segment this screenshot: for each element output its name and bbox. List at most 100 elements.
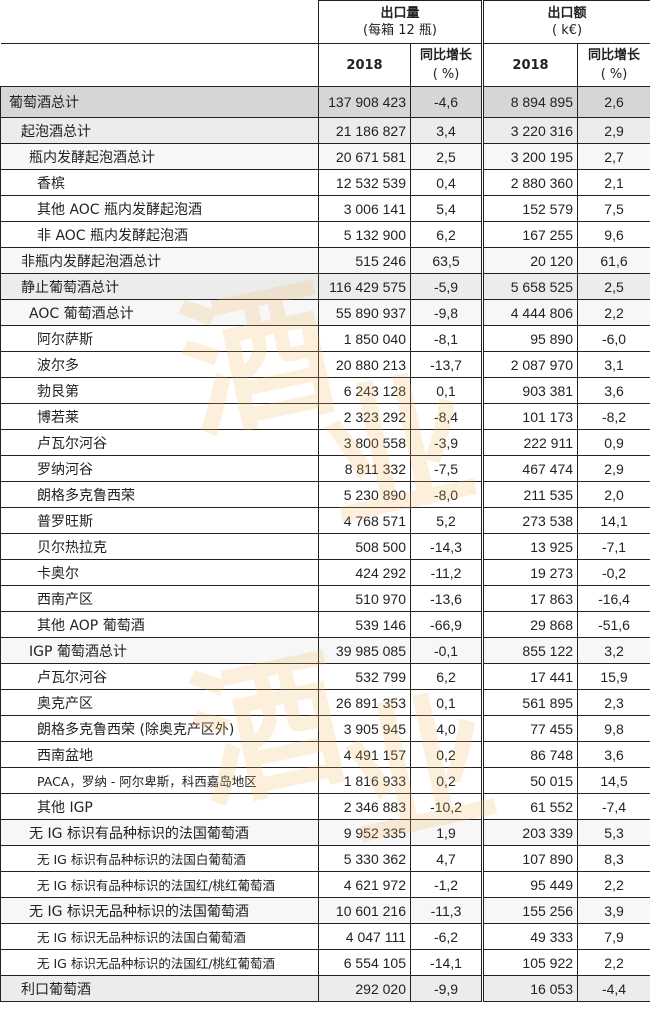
row-label: 卢瓦尔河谷 — [0, 663, 319, 690]
value-2018: 105 922 — [481, 949, 579, 976]
volume-growth: 3,4 — [410, 117, 484, 144]
value-growth: 15,9 — [577, 663, 650, 690]
row-label: 无 IG 标识无品种标识的法国白葡萄酒 — [0, 923, 319, 950]
value-2018: 101 173 — [481, 403, 579, 430]
value-2018: 17 441 — [481, 663, 579, 690]
volume-2018: 424 292 — [318, 559, 411, 586]
volume-2018: 8 811 332 — [318, 455, 411, 482]
volume-growth: 4,7 — [410, 845, 484, 872]
row-label: 勃艮第 — [0, 377, 319, 404]
value-growth: 7,9 — [577, 923, 650, 950]
volume-2018: 4 491 157 — [318, 741, 411, 768]
volume-2018: 10 601 216 — [318, 897, 411, 924]
empty-corner-2 — [0, 43, 319, 87]
row-label: 非 AOC 瓶内发酵起泡酒 — [0, 221, 319, 248]
table-row: 起泡酒总计 21 186 827 3,4 3 220 316 2,9 — [0, 117, 650, 144]
row-label: 无 IG 标识有品种标识的法国葡萄酒 — [0, 819, 319, 846]
volume-growth: 5,4 — [410, 195, 484, 222]
row-label: 无 IG 标识无品种标识的法国葡萄酒 — [0, 897, 319, 924]
value-growth: -7,4 — [577, 793, 650, 820]
table-row: 葡萄酒总计 137 908 423 -4,6 8 894 895 2,6 — [0, 86, 650, 118]
table-row: 卢瓦尔河谷 3 800 558 -3,9 222 911 0,9 — [0, 429, 650, 456]
value-2018: 20 120 — [481, 247, 579, 274]
table-row: 阿尔萨斯 1 850 040 -8,1 95 890 -6,0 — [0, 325, 650, 352]
value-growth: 3,2 — [577, 637, 650, 664]
volume-growth-header: 同比增长( %) — [409, 43, 484, 87]
value-2018: 222 911 — [481, 429, 579, 456]
value-growth: 2,9 — [577, 455, 650, 482]
value-2018: 903 381 — [481, 377, 579, 404]
volume-growth: -66,9 — [410, 611, 484, 638]
value-growth: 14,5 — [577, 767, 650, 794]
value-2018: 155 256 — [481, 897, 579, 924]
row-label: 朗格多克鲁西荣 (除奥克产区外) — [0, 715, 319, 742]
row-label: 利口葡萄酒 — [0, 975, 319, 1002]
volume-2018: 137 908 423 — [318, 86, 411, 118]
row-label: 奥克产区 — [0, 689, 319, 716]
value-growth: 2,3 — [577, 689, 650, 716]
volume-growth: 4,0 — [410, 715, 484, 742]
volume-growth: -11,2 — [410, 559, 484, 586]
volume-2018: 6 554 105 — [318, 949, 411, 976]
volume-growth: 2,5 — [410, 143, 484, 170]
table-row: 香槟 12 532 539 0,4 2 880 360 2,1 — [0, 169, 650, 196]
table-row: 无 IG 标识有品种标识的法国葡萄酒 9 952 335 1,9 203 339 5,3 — [0, 819, 650, 846]
value-2018: 203 339 — [481, 819, 579, 846]
volume-growth: 0,1 — [410, 689, 484, 716]
volume-year-header: 2018 — [318, 43, 411, 87]
volume-2018: 4 621 972 — [318, 871, 411, 898]
table-row: 其他 IGP 2 346 883 -10,2 61 552 -7,4 — [0, 793, 650, 820]
volume-2018: 508 500 — [318, 533, 411, 560]
value-growth: 2,2 — [577, 949, 650, 976]
table-row: 西南产区 510 970 -13,6 17 863 -16,4 — [0, 585, 650, 612]
value-2018: 107 890 — [481, 845, 579, 872]
table-row: 奥克产区 26 891 353 0,1 561 895 2,3 — [0, 689, 650, 716]
value-growth: 2,7 — [577, 143, 650, 170]
row-label: AOC 葡萄酒总计 — [0, 299, 319, 326]
table-row: 非 AOC 瓶内发酵起泡酒 5 132 900 6,2 167 255 9,6 — [0, 221, 650, 248]
table-row: 无 IG 标识无品种标识的法国白葡萄酒 4 047 111 -6,2 49 333 7,… — [0, 923, 650, 950]
value-growth: 3,6 — [577, 741, 650, 768]
row-label: 香槟 — [0, 169, 319, 196]
row-label: 瓶内发酵起泡酒总计 — [0, 143, 319, 170]
value-2018: 29 868 — [481, 611, 579, 638]
row-label: 静止葡萄酒总计 — [0, 273, 319, 300]
value-year-header: 2018 — [481, 43, 579, 87]
volume-growth: -3,9 — [410, 429, 484, 456]
volume-header: 出口量 (每箱 12 瓶) — [317, 0, 484, 44]
volume-2018: 5 230 890 — [318, 481, 411, 508]
volume-2018: 1 816 933 — [318, 767, 411, 794]
value-2018: 561 895 — [481, 689, 579, 716]
value-growth: 2,1 — [577, 169, 650, 196]
row-label: 非瓶内发酵起泡酒总计 — [0, 247, 319, 274]
value-2018: 13 925 — [481, 533, 579, 560]
value-2018: 467 474 — [481, 455, 579, 482]
volume-2018: 532 799 — [318, 663, 411, 690]
volume-2018: 20 880 213 — [318, 351, 411, 378]
value-growth: -4,4 — [577, 975, 650, 1002]
table-row: 普罗旺斯 4 768 571 5,2 273 538 14,1 — [0, 507, 650, 534]
volume-growth: 0,4 — [410, 169, 484, 196]
value-growth: 2,2 — [577, 299, 650, 326]
value-2018: 855 122 — [481, 637, 579, 664]
row-label: IGP 葡萄酒总计 — [0, 637, 319, 664]
value-2018: 86 748 — [481, 741, 579, 768]
volume-2018: 39 985 085 — [318, 637, 411, 664]
table-row: 无 IG 标识无品种标识的法国红/桃红葡萄酒 6 554 105 -14,1 105 … — [0, 949, 650, 976]
table-row: 西南盆地 4 491 157 0,2 86 748 3,6 — [0, 741, 650, 768]
row-label: 其他 AOP 葡萄酒 — [0, 611, 319, 638]
table-row: 朗格多克鲁西荣 (除奥克产区外) 3 905 945 4,0 77 455 9,8 — [0, 715, 650, 742]
table-row: 朗格多克鲁西荣 5 230 890 -8,0 211 535 2,0 — [0, 481, 650, 508]
volume-growth: -13,6 — [410, 585, 484, 612]
volume-growth: -8,4 — [410, 403, 484, 430]
volume-growth: -6,2 — [410, 923, 484, 950]
value-growth: 61,6 — [577, 247, 650, 274]
value-growth: 3,1 — [577, 351, 650, 378]
table-row: AOC 葡萄酒总计 55 890 937 -9,8 4 444 806 2,2 — [0, 299, 650, 326]
row-label: 起泡酒总计 — [0, 117, 319, 144]
row-label: 贝尔热拉克 — [0, 533, 319, 560]
volume-growth: -14,1 — [410, 949, 484, 976]
row-label: 无 IG 标识无品种标识的法国红/桃红葡萄酒 — [0, 949, 319, 976]
volume-growth: 1,9 — [410, 819, 484, 846]
